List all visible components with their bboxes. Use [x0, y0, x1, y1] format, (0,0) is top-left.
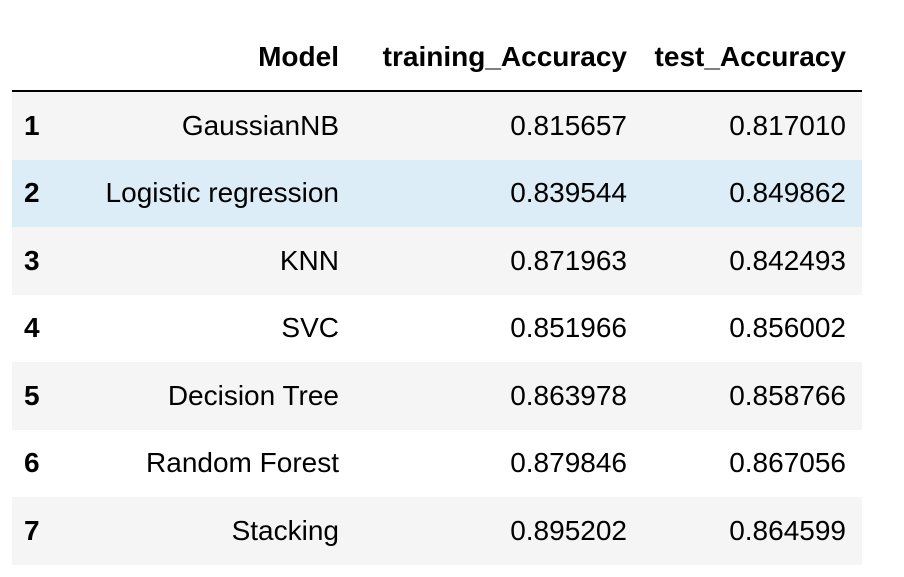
test-accuracy-cell: 0.842493 — [643, 227, 862, 295]
table-row: 5 Decision Tree 0.863978 0.858766 — [12, 362, 862, 430]
row-index: 1 — [12, 91, 76, 160]
row-index: 7 — [12, 497, 76, 565]
table-row: 7 Stacking 0.895202 0.864599 — [12, 497, 862, 565]
test-accuracy-cell: 0.849862 — [643, 159, 862, 227]
training-accuracy-cell: 0.815657 — [355, 91, 643, 160]
table-row-highlighted: 2 Logistic regression 0.839544 0.849862 — [12, 159, 862, 227]
training-accuracy-column-header: training_Accuracy — [355, 24, 643, 92]
row-index: 5 — [12, 362, 76, 430]
row-index: 2 — [12, 159, 76, 227]
row-index: 3 — [12, 227, 76, 295]
table-header-row: Model training_Accuracy test_Accuracy — [12, 24, 862, 92]
table-row: 6 Random Forest 0.879846 0.867056 — [12, 429, 862, 497]
test-accuracy-cell: 0.817010 — [643, 91, 862, 160]
training-accuracy-cell: 0.895202 — [355, 497, 643, 565]
model-cell: Logistic regression — [76, 159, 355, 227]
training-accuracy-cell: 0.863978 — [355, 362, 643, 430]
model-column-header: Model — [76, 24, 355, 92]
test-accuracy-cell: 0.858766 — [643, 362, 862, 430]
test-accuracy-cell: 0.856002 — [643, 294, 862, 362]
model-cell: SVC — [76, 294, 355, 362]
test-accuracy-cell: 0.864599 — [643, 497, 862, 565]
model-cell: Decision Tree — [76, 362, 355, 430]
index-column-header — [12, 24, 76, 92]
test-accuracy-cell: 0.867056 — [643, 429, 862, 497]
model-cell: Random Forest — [76, 429, 355, 497]
training-accuracy-cell: 0.839544 — [355, 159, 643, 227]
table-row: 1 GaussianNB 0.815657 0.817010 — [12, 91, 862, 160]
model-cell: GaussianNB — [76, 91, 355, 160]
table-row: 3 KNN 0.871963 0.842493 — [12, 227, 862, 295]
table-row: 4 SVC 0.851966 0.856002 — [12, 294, 862, 362]
row-index: 4 — [12, 294, 76, 362]
training-accuracy-cell: 0.879846 — [355, 429, 643, 497]
test-accuracy-column-header: test_Accuracy — [643, 24, 862, 92]
dataframe-table: Model training_Accuracy test_Accuracy 1 … — [12, 24, 862, 565]
training-accuracy-cell: 0.851966 — [355, 294, 643, 362]
model-cell: KNN — [76, 227, 355, 295]
row-index: 6 — [12, 429, 76, 497]
model-cell: Stacking — [76, 497, 355, 565]
training-accuracy-cell: 0.871963 — [355, 227, 643, 295]
